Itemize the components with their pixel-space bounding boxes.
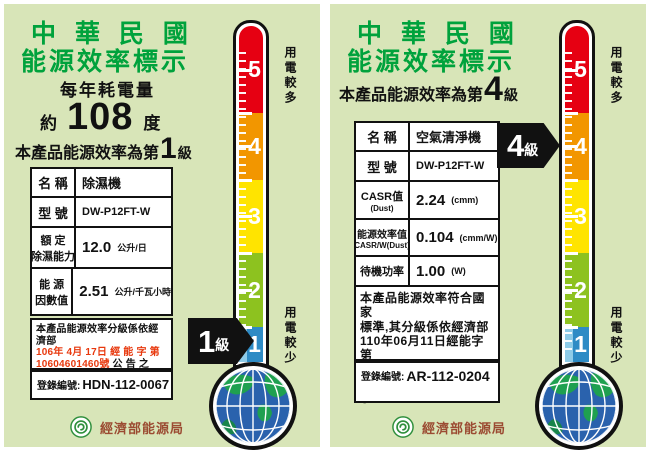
approx-prefix: 約 [40, 114, 57, 133]
annual-kwh-unit: 度 [143, 114, 161, 133]
registration-label: 登錄編號: [37, 381, 81, 392]
bureau-of-energy-logo-icon [70, 416, 92, 438]
table-row: 能源效率值 CASR/W(Dust) 0.104 (cmm/W) [354, 220, 498, 257]
efficiency-grade-sentence: 本產品能源效率為第 1 級 [15, 132, 192, 165]
model-number: DW-P12FT-W [416, 160, 485, 172]
standby-power-label: 待機功率 [360, 266, 404, 278]
more-power-label: 用電較多 [609, 46, 623, 106]
standby-power-value: 1.00 [416, 262, 446, 280]
table-row: 名 稱 除濕機 [32, 169, 171, 198]
energy-label-dehumidifier: 中 華 民 國 能源效率標示 每年耗電量 約 108 度 本產品能源效率為第 1… [4, 4, 320, 450]
label-title-line1: 中 華 民 國 [357, 20, 520, 48]
earth-globe-icon [534, 361, 624, 451]
registration-number: HDN-112-0067 [82, 377, 170, 392]
product-spec-table: 名 稱 空氣清淨機 型 號 DW-P12FT-W CASR值 (Dust) 2.… [354, 121, 500, 287]
name-label: 名 稱 [38, 176, 68, 191]
table-row: 額 定 除濕能力 12.0 公升/日 [31, 228, 171, 269]
less-power-label: 用電較少 [609, 306, 623, 366]
label-title-line2: 能源效率標示 [21, 48, 190, 76]
more-power-label: 用電較多 [283, 46, 297, 106]
efficiency-value: 0.104 [416, 229, 454, 246]
agency-name: 經濟部能源局 [100, 420, 185, 436]
registration-number: AR-112-0204 [406, 368, 490, 384]
registration-label: 登錄編號: [361, 372, 405, 383]
grade-number: 4 [484, 70, 503, 108]
rated-capacity-value: 12.0 [82, 239, 112, 256]
table-row: 型 號 DW-P12FT-W [356, 152, 498, 182]
annual-kwh-value: 108 [67, 96, 134, 138]
energy-factor-value: 2.51 [79, 283, 109, 300]
table-row: 名 稱 空氣清淨機 [356, 123, 498, 152]
registration-box: 登錄編號: HDN-112-0067 [30, 370, 173, 400]
less-power-label: 用電較少 [283, 306, 297, 366]
product-name: 除濕機 [82, 176, 122, 191]
grade-number: 1 [160, 132, 177, 165]
model-label: 型 號 [38, 205, 68, 221]
bureau-of-energy-logo-icon [392, 416, 414, 438]
grade-arrow: 4 級 [497, 123, 560, 168]
agency-name: 經濟部能源局 [422, 420, 507, 436]
compliance-notice: 本產品能源效率分級係依經濟部 106年 4月 17日 經 能 字 第 10604… [30, 318, 173, 394]
energy-label-air-purifier: 中 華 民 國 能源效率標示 本產品能源效率為第 4 級 名 稱 空氣清淨機 型… [330, 4, 646, 450]
annual-consumption-value-row: 約 108 度 [40, 96, 160, 139]
efficiency-thermometer: 5 4 3 2 1 [233, 20, 269, 368]
efficiency-thermometer: 5 4 3 2 1 [559, 20, 595, 368]
compliance-notice: 本產品能源效率符合國家 標準,其分級係依經濟部 110年06月11日經能字第 1… [354, 285, 500, 405]
table-row: CASR值 (Dust) 2.24 (cmm) [356, 182, 498, 220]
thermometer-ticks [565, 52, 572, 352]
agency-footer: 經濟部能源局 [392, 416, 506, 438]
model-number: DW-P12FT-W [82, 206, 151, 218]
table-row: 待機功率 1.00 (W) [356, 257, 498, 285]
table-row: 能 源 因數值 2.51 公升/千瓦小時 [32, 269, 171, 314]
earth-globe-icon [208, 361, 298, 451]
product-spec-table: 名 稱 除濕機 型 號 DW-P12FT-W 額 定 除濕能力 12.0 公升/… [30, 167, 173, 316]
product-name: 空氣清淨機 [416, 130, 482, 145]
thermometer-ticks [239, 52, 246, 352]
casr-value: 2.24 [416, 191, 446, 209]
table-row: 型 號 DW-P12FT-W [32, 198, 171, 228]
name-label: 名 稱 [367, 130, 397, 145]
label-title-line1: 中 華 民 國 [31, 20, 194, 48]
model-label: 型 號 [367, 159, 397, 175]
annual-consumption-heading: 每年耗電量 [60, 81, 155, 100]
efficiency-grade-sentence: 本產品能源效率為第 4 級 [339, 70, 518, 108]
registration-box: 登錄編號: AR-112-0204 [354, 361, 500, 403]
label-title-line2: 能源效率標示 [347, 48, 516, 76]
agency-footer: 經濟部能源局 [70, 416, 184, 438]
